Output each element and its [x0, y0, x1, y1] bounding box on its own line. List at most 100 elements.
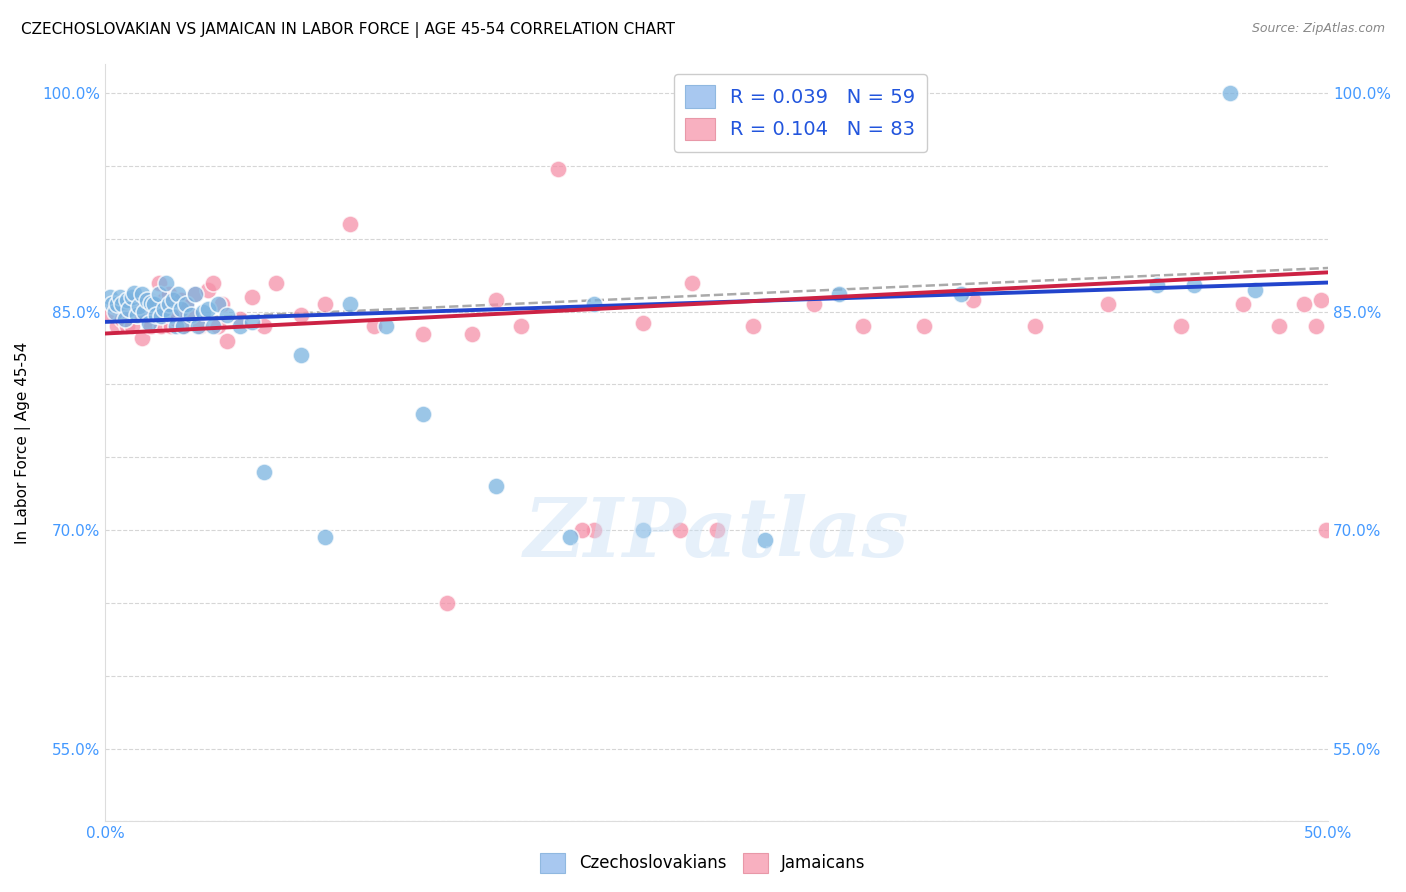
Point — [121, 290, 143, 304]
Point — [1024, 319, 1046, 334]
Point — [155, 297, 177, 311]
Point — [253, 319, 276, 334]
Point — [114, 312, 136, 326]
Point — [148, 276, 170, 290]
Point — [157, 287, 180, 301]
Point — [115, 293, 138, 307]
Point — [207, 319, 229, 334]
Point — [314, 297, 336, 311]
Point — [162, 293, 184, 307]
Point — [105, 297, 128, 311]
Point — [157, 297, 180, 311]
Point — [124, 297, 146, 311]
Point — [1182, 278, 1205, 293]
Point — [485, 479, 508, 493]
Point — [201, 319, 224, 334]
Point — [253, 465, 276, 479]
Point — [108, 297, 131, 311]
Point — [1243, 283, 1265, 297]
Point — [1170, 319, 1192, 334]
Point — [583, 523, 606, 537]
Point — [142, 297, 165, 311]
Point — [135, 293, 157, 307]
Point — [105, 319, 128, 334]
Point — [187, 319, 209, 334]
Point — [121, 319, 143, 334]
Point — [314, 531, 336, 545]
Point — [571, 523, 593, 537]
Point — [950, 287, 973, 301]
Point — [131, 287, 153, 301]
Point — [165, 312, 187, 326]
Point — [706, 523, 728, 537]
Point — [583, 297, 606, 311]
Point — [172, 319, 194, 334]
Point — [375, 319, 398, 334]
Point — [104, 299, 127, 313]
Point — [145, 308, 167, 322]
Point — [207, 297, 229, 311]
Point — [98, 290, 121, 304]
Point — [124, 285, 146, 300]
Point — [1315, 523, 1337, 537]
Point — [167, 308, 190, 322]
Y-axis label: In Labor Force | Age 45-54: In Labor Force | Age 45-54 — [15, 342, 31, 544]
Point — [152, 293, 174, 307]
Point — [162, 301, 184, 316]
Point — [828, 287, 851, 301]
Point — [170, 301, 193, 316]
Point — [558, 531, 581, 545]
Point — [754, 533, 776, 548]
Point — [339, 297, 361, 311]
Point — [339, 217, 361, 231]
Point — [1097, 297, 1119, 311]
Point — [228, 312, 250, 326]
Legend: R = 0.039   N = 59, R = 0.104   N = 83: R = 0.039 N = 59, R = 0.104 N = 83 — [673, 74, 927, 152]
Point — [852, 319, 875, 334]
Point — [191, 304, 214, 318]
Point — [1305, 319, 1327, 334]
Point — [125, 308, 148, 322]
Point — [412, 326, 434, 341]
Point — [547, 161, 569, 176]
Point — [742, 319, 765, 334]
Point — [111, 297, 134, 311]
Point — [141, 296, 163, 310]
Point — [132, 304, 155, 318]
Point — [104, 304, 127, 318]
Point — [962, 293, 984, 307]
Point — [803, 297, 825, 311]
Text: CZECHOSLOVAKIAN VS JAMAICAN IN LABOR FORCE | AGE 45-54 CORRELATION CHART: CZECHOSLOVAKIAN VS JAMAICAN IN LABOR FOR… — [21, 22, 675, 38]
Text: Source: ZipAtlas.com: Source: ZipAtlas.com — [1251, 22, 1385, 36]
Point — [509, 319, 531, 334]
Point — [174, 297, 197, 311]
Point — [141, 319, 163, 334]
Point — [128, 299, 150, 313]
Point — [228, 319, 250, 334]
Point — [160, 308, 183, 322]
Point — [1146, 278, 1168, 293]
Point — [138, 293, 160, 307]
Point — [172, 319, 194, 334]
Point — [240, 290, 263, 304]
Point — [131, 331, 153, 345]
Point — [135, 312, 157, 326]
Point — [197, 301, 219, 316]
Point — [669, 523, 692, 537]
Point — [217, 308, 239, 322]
Point — [155, 276, 177, 290]
Point — [264, 276, 287, 290]
Point — [290, 308, 312, 322]
Point — [128, 299, 150, 313]
Point — [217, 334, 239, 348]
Point — [108, 290, 131, 304]
Point — [914, 319, 936, 334]
Point — [170, 293, 193, 307]
Point — [1268, 319, 1291, 334]
Point — [138, 316, 160, 330]
Point — [290, 348, 312, 362]
Point — [184, 287, 207, 301]
Point — [167, 287, 190, 301]
Point — [152, 301, 174, 316]
Point — [145, 297, 167, 311]
